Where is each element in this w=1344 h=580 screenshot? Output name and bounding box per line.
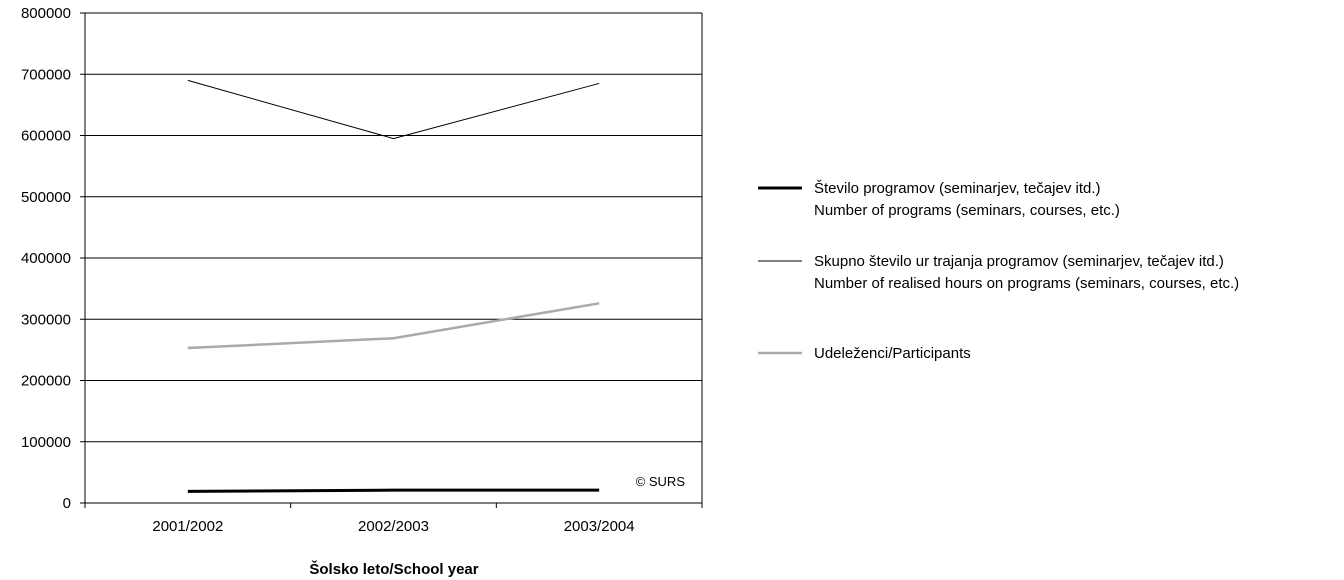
y-tick-label: 600000 (21, 128, 71, 145)
series-line-1 (187, 488, 600, 493)
x-tick-label: 2001/2002 (152, 518, 223, 535)
copyright-annotation: © SURS (636, 474, 686, 489)
legend-label-2: Skupno število ur trajanja programov (se… (814, 253, 1224, 270)
y-tick-label: 400000 (21, 250, 71, 267)
x-axis-ticks: 2001/2002 2002/2003 2003/2004 (84, 503, 703, 535)
y-tick-label: 0 (63, 495, 71, 512)
legend-label-en-1: Number of programs (seminars, courses, e… (814, 202, 1120, 219)
series-lines (187, 79, 600, 493)
x-axis-title: Šolsko leto/School year (309, 560, 478, 578)
series-line-2 (187, 79, 600, 140)
y-tick-label: 100000 (21, 434, 71, 451)
series-line-3 (187, 302, 600, 350)
gridlines (85, 12, 702, 443)
legend-label-en-2: Number of realised hours on programs (se… (814, 275, 1239, 292)
y-tick-label: 500000 (21, 189, 71, 206)
legend-label-1: Število programov (seminarjev, tečajev i… (814, 180, 1101, 197)
y-tick-label: 300000 (21, 311, 71, 328)
x-tick-label: 2003/2004 (564, 518, 635, 535)
x-tick-label: 2002/2003 (358, 518, 429, 535)
y-tick-label: 200000 (21, 373, 71, 390)
legend: Število programov (seminarjev, tečajev i… (758, 180, 1239, 362)
y-tick-label: 800000 (21, 5, 71, 22)
legend-label-3: Udeleženci/Participants (814, 345, 971, 362)
y-tick-label: 700000 (21, 66, 71, 83)
y-axis-ticks: 0 100000 200000 300000 400000 500000 600000 700… (21, 5, 85, 512)
